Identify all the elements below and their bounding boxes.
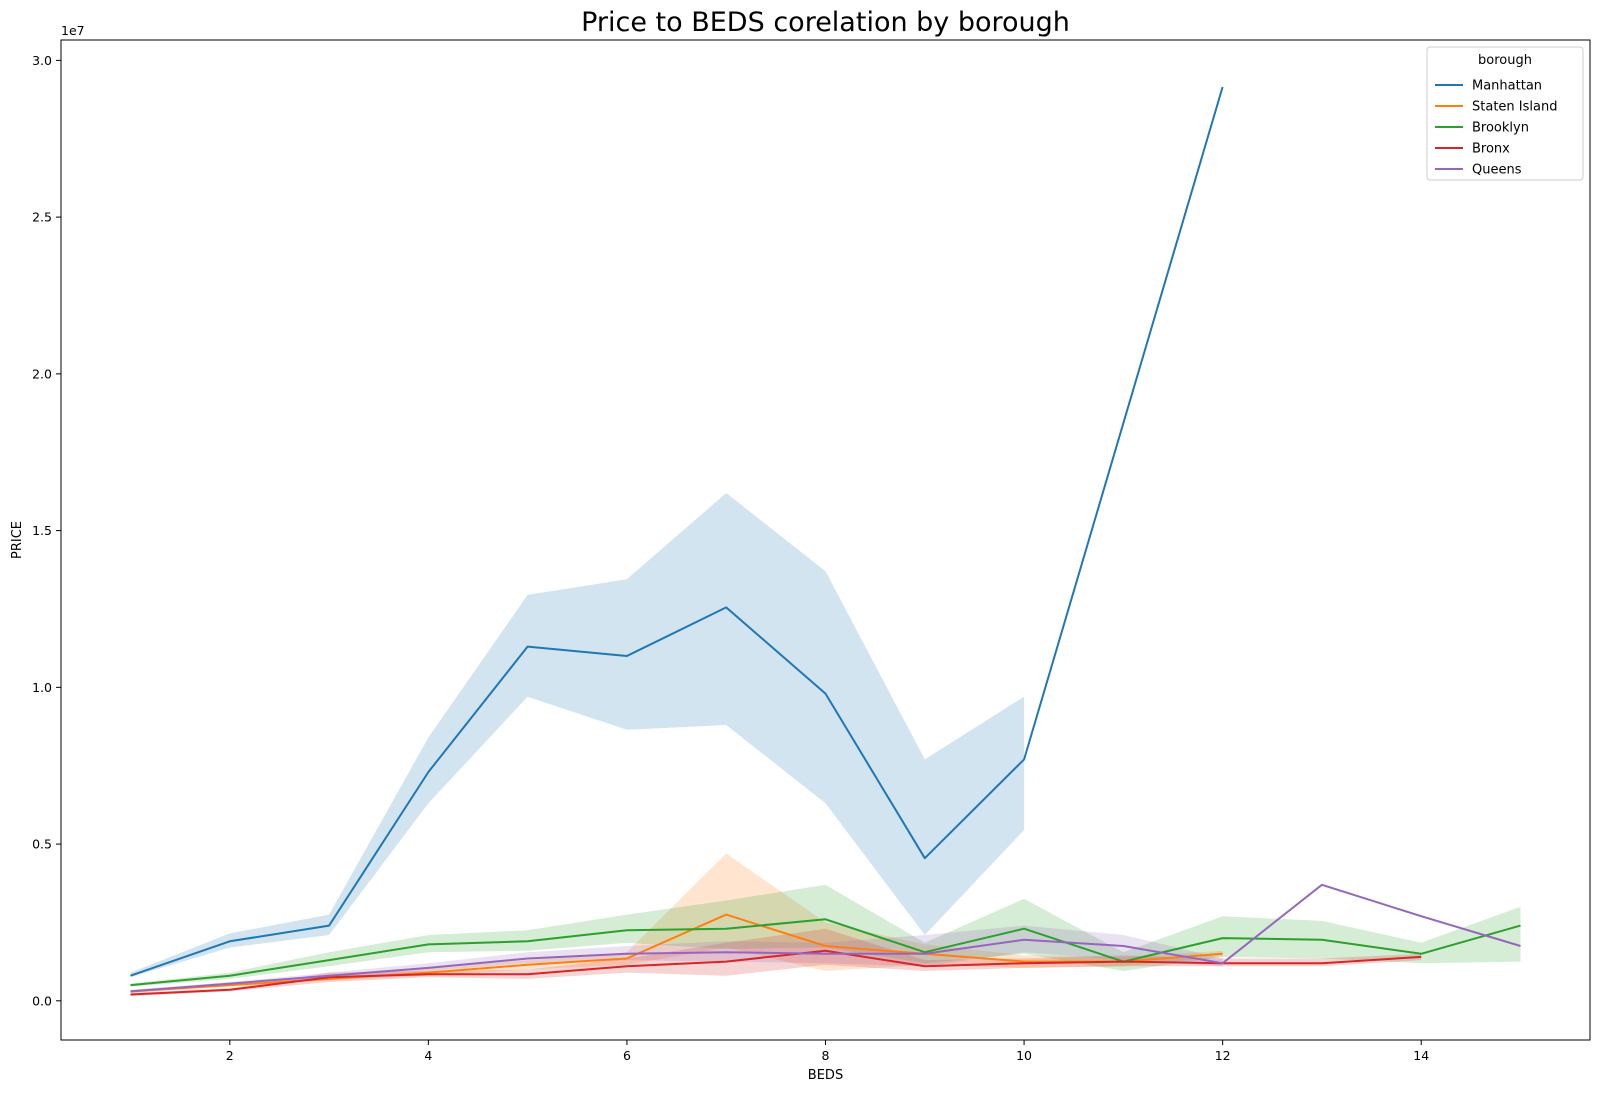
- x-tick-label: 8: [822, 1048, 830, 1063]
- y-tick-label: 3.0: [32, 53, 52, 68]
- y-tick-label: 2.5: [32, 210, 52, 225]
- x-tick-label: 10: [1016, 1048, 1032, 1063]
- brooklyn-legend-label: Brooklyn: [1472, 121, 1529, 136]
- manhattan-legend-label: Manhattan: [1472, 79, 1542, 94]
- series-lines: [130, 86, 1521, 996]
- y-axis-offset-label: 1e7: [61, 23, 85, 38]
- brooklyn-ci-band: [130, 884, 1521, 987]
- x-tick-label: 4: [424, 1048, 432, 1063]
- x-tick-label: 2: [226, 1048, 234, 1063]
- bronx-legend-label: Bronx: [1472, 142, 1510, 157]
- x-tick-label: 6: [623, 1048, 631, 1063]
- brooklyn-line: [130, 918, 1521, 987]
- y-tick-label: 1.0: [32, 680, 52, 695]
- confidence-bands: [130, 493, 1521, 997]
- legend-title: borough: [1478, 53, 1532, 68]
- queens-line: [130, 883, 1521, 993]
- queens-legend-label: Queens: [1472, 163, 1522, 178]
- x-axis-ticks: 2 4 6 8 10 12 14: [226, 1040, 1429, 1063]
- x-tick-label: 12: [1215, 1048, 1231, 1063]
- y-axis-label: PRICE: [10, 521, 25, 559]
- x-axis-label: BEDS: [808, 1068, 843, 1083]
- y-tick-label: 2.0: [32, 366, 52, 381]
- staten-island-ci-band: [130, 853, 1223, 993]
- staten-island-legend-label: Staten Island: [1472, 100, 1557, 115]
- queens-ci-band: [130, 925, 1223, 993]
- legend-box: [1426, 46, 1584, 181]
- y-tick-label: 0.0: [32, 993, 52, 1008]
- bronx-ci-band: [130, 928, 1422, 997]
- y-tick-label: 0.5: [32, 837, 52, 852]
- chart-title: Price to BEDS corelation by borough: [581, 7, 1070, 38]
- bronx-line: [130, 949, 1422, 996]
- y-axis-ticks: 0.0 0.5 1.0 1.5 2.0 2.5 3.0: [32, 53, 61, 1008]
- manhattan-line: [130, 86, 1224, 977]
- x-tick-label: 14: [1413, 1048, 1429, 1063]
- legend: borough Manhattan Staten Island Brooklyn Bro…: [1426, 46, 1584, 181]
- y-tick-label: 1.5: [32, 523, 52, 538]
- manhattan-ci-band: [130, 493, 1025, 978]
